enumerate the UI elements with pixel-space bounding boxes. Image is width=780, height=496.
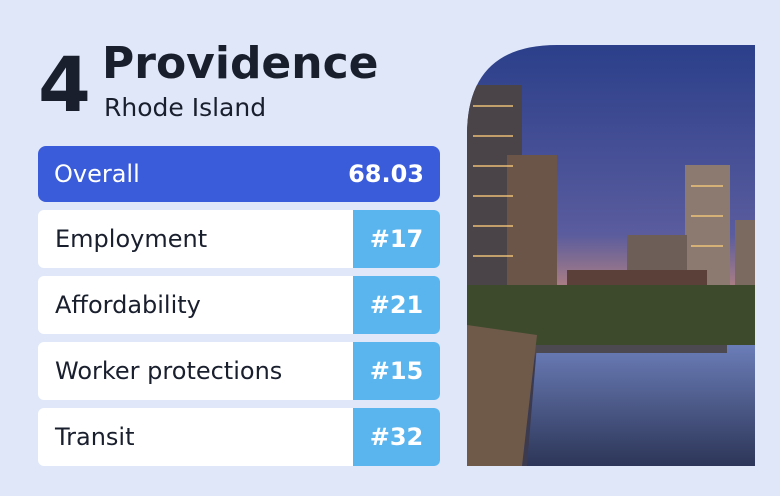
category-rank: #21 bbox=[353, 276, 440, 334]
rank: 4 bbox=[38, 40, 91, 129]
overall-label: Overall bbox=[54, 160, 140, 188]
category-rank: #17 bbox=[353, 210, 440, 268]
city-photo bbox=[467, 45, 755, 466]
category-label: Employment bbox=[55, 225, 208, 253]
category-row: Worker protections #15 bbox=[38, 342, 440, 400]
category-rank: #15 bbox=[353, 342, 440, 400]
category-label: Worker protections bbox=[55, 357, 283, 385]
category-rank: #32 bbox=[353, 408, 440, 466]
category-label: Transit bbox=[55, 423, 135, 451]
category-row: Employment #17 bbox=[38, 210, 440, 268]
category-row: Transit #32 bbox=[38, 408, 440, 466]
overall-score: 68.03 bbox=[348, 160, 424, 188]
state: Rhode Island bbox=[104, 93, 267, 122]
city: Providence bbox=[102, 38, 379, 89]
overall-bar: Overall 68.03 bbox=[38, 146, 440, 202]
category-row: Affordability #21 bbox=[38, 276, 440, 334]
category-label: Affordability bbox=[55, 291, 201, 319]
